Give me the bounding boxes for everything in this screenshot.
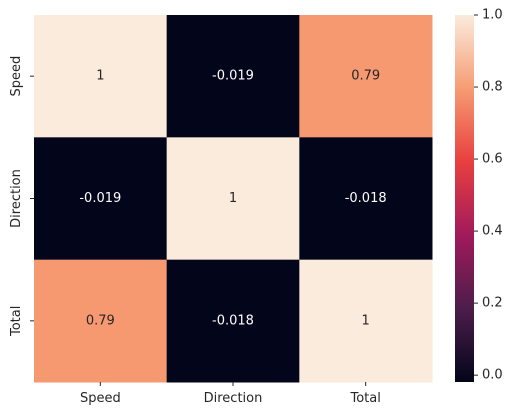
colorbar-gradient [455, 15, 474, 382]
cell-value-label: -0.019 [212, 69, 254, 84]
colorbar-tick-label: 0.2 [482, 296, 503, 311]
colorbar-ticks: 0.0 0.2 0.4 0.6 0.8 1.0 [474, 8, 503, 383]
colorbar-tick-label: 0.6 [482, 152, 503, 167]
y-axis: Speed Direction Total [9, 56, 34, 337]
x-tick-label: Direction [204, 391, 263, 406]
cell-value-label: 0.79 [351, 69, 380, 84]
cell-value-label: 1 [362, 313, 370, 328]
cell-value-label: 1 [229, 191, 237, 206]
cell-value-label: -0.019 [79, 191, 121, 206]
colorbar-tick-label: 0.0 [482, 368, 503, 383]
cell-value-label: 1 [96, 69, 104, 84]
cell-value-label: 0.79 [86, 313, 115, 328]
x-tick-label: Total [349, 391, 380, 406]
colorbar [455, 15, 474, 382]
y-tick-label: Total [9, 306, 24, 337]
x-tick-label: Speed [80, 391, 121, 406]
cell-value-label: -0.018 [345, 191, 387, 206]
y-tick-label: Direction [9, 169, 24, 228]
colorbar-tick-label: 0.4 [482, 224, 503, 239]
cell-value-label: -0.018 [212, 313, 254, 328]
colorbar-tick-label: 0.8 [482, 80, 503, 95]
y-tick-label: Speed [9, 56, 24, 97]
colorbar-tick-label: 1.0 [482, 8, 503, 23]
x-axis: Speed Direction Total [80, 382, 381, 406]
